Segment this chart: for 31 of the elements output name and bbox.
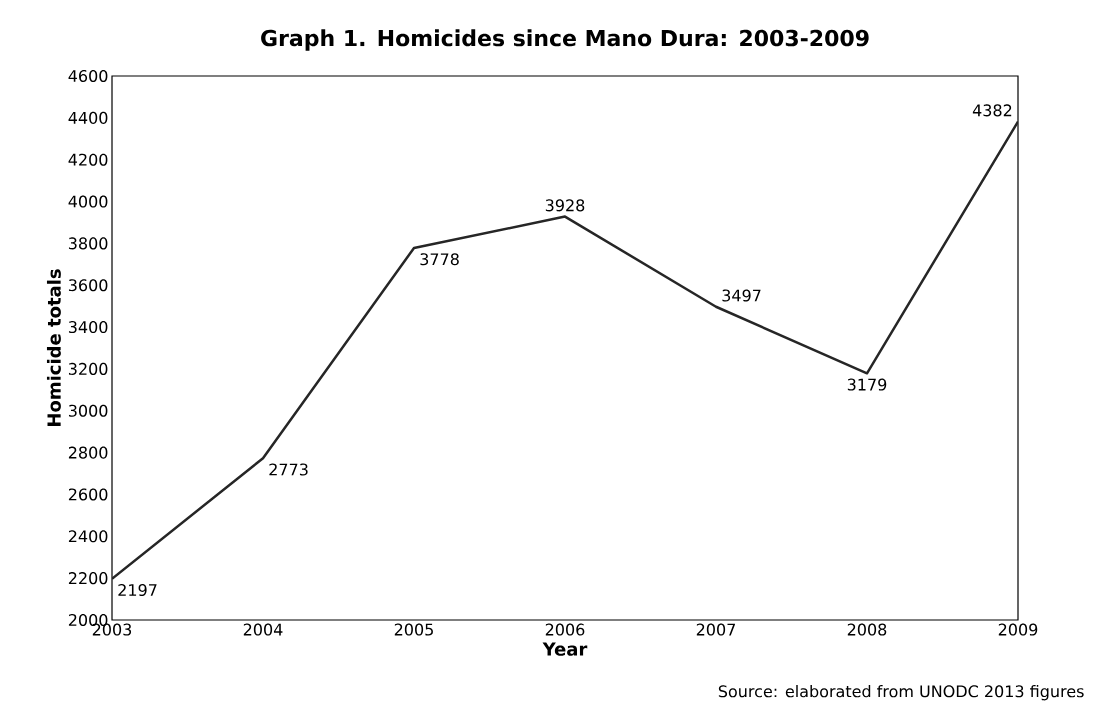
data-label: 4382 <box>972 104 1012 117</box>
chart-title: Graph 1. Homicides since Mano Dura: 2003-2009 <box>261 29 869 51</box>
y-tick-label: 4600 <box>68 69 108 83</box>
y-tick-label: 2600 <box>68 488 108 501</box>
y-tick-label: 3200 <box>68 362 108 375</box>
x-axis-title: Year <box>542 642 588 656</box>
x-tick-label: 2004 <box>243 623 283 636</box>
source-note: Source: elaborated from UNODC 2013 figures <box>718 684 1084 701</box>
y-tick-label: 2400 <box>68 530 108 543</box>
data-label: 2197 <box>118 583 157 597</box>
x-tick-label: 2009 <box>998 623 1038 636</box>
data-label: 3778 <box>420 253 459 266</box>
data-label: 3497 <box>722 289 761 302</box>
y-tick-label: 4000 <box>68 195 108 208</box>
y-tick-label: 3800 <box>68 237 108 250</box>
y-tick-label: 4400 <box>68 111 108 124</box>
y-tick-label: 3600 <box>68 279 108 292</box>
data-label: 2773 <box>269 463 308 476</box>
y-tick-label: 3000 <box>68 404 108 417</box>
x-tick-label: 2006 <box>545 623 585 636</box>
x-tick-label: 2005 <box>394 623 433 636</box>
y-tick-label: 2800 <box>68 446 108 459</box>
y-tick-label: 4200 <box>68 153 108 166</box>
data-label: 3928 <box>545 199 585 212</box>
x-tick-label: 2008 <box>847 623 887 636</box>
y-axis-title: Homicide totals <box>46 269 61 426</box>
y-tick-label: 2200 <box>68 572 108 585</box>
data-label: 3179 <box>847 378 887 391</box>
x-tick-label: 2007 <box>696 623 735 636</box>
line-series <box>112 120 1018 581</box>
y-tick-label: 3400 <box>68 321 108 334</box>
